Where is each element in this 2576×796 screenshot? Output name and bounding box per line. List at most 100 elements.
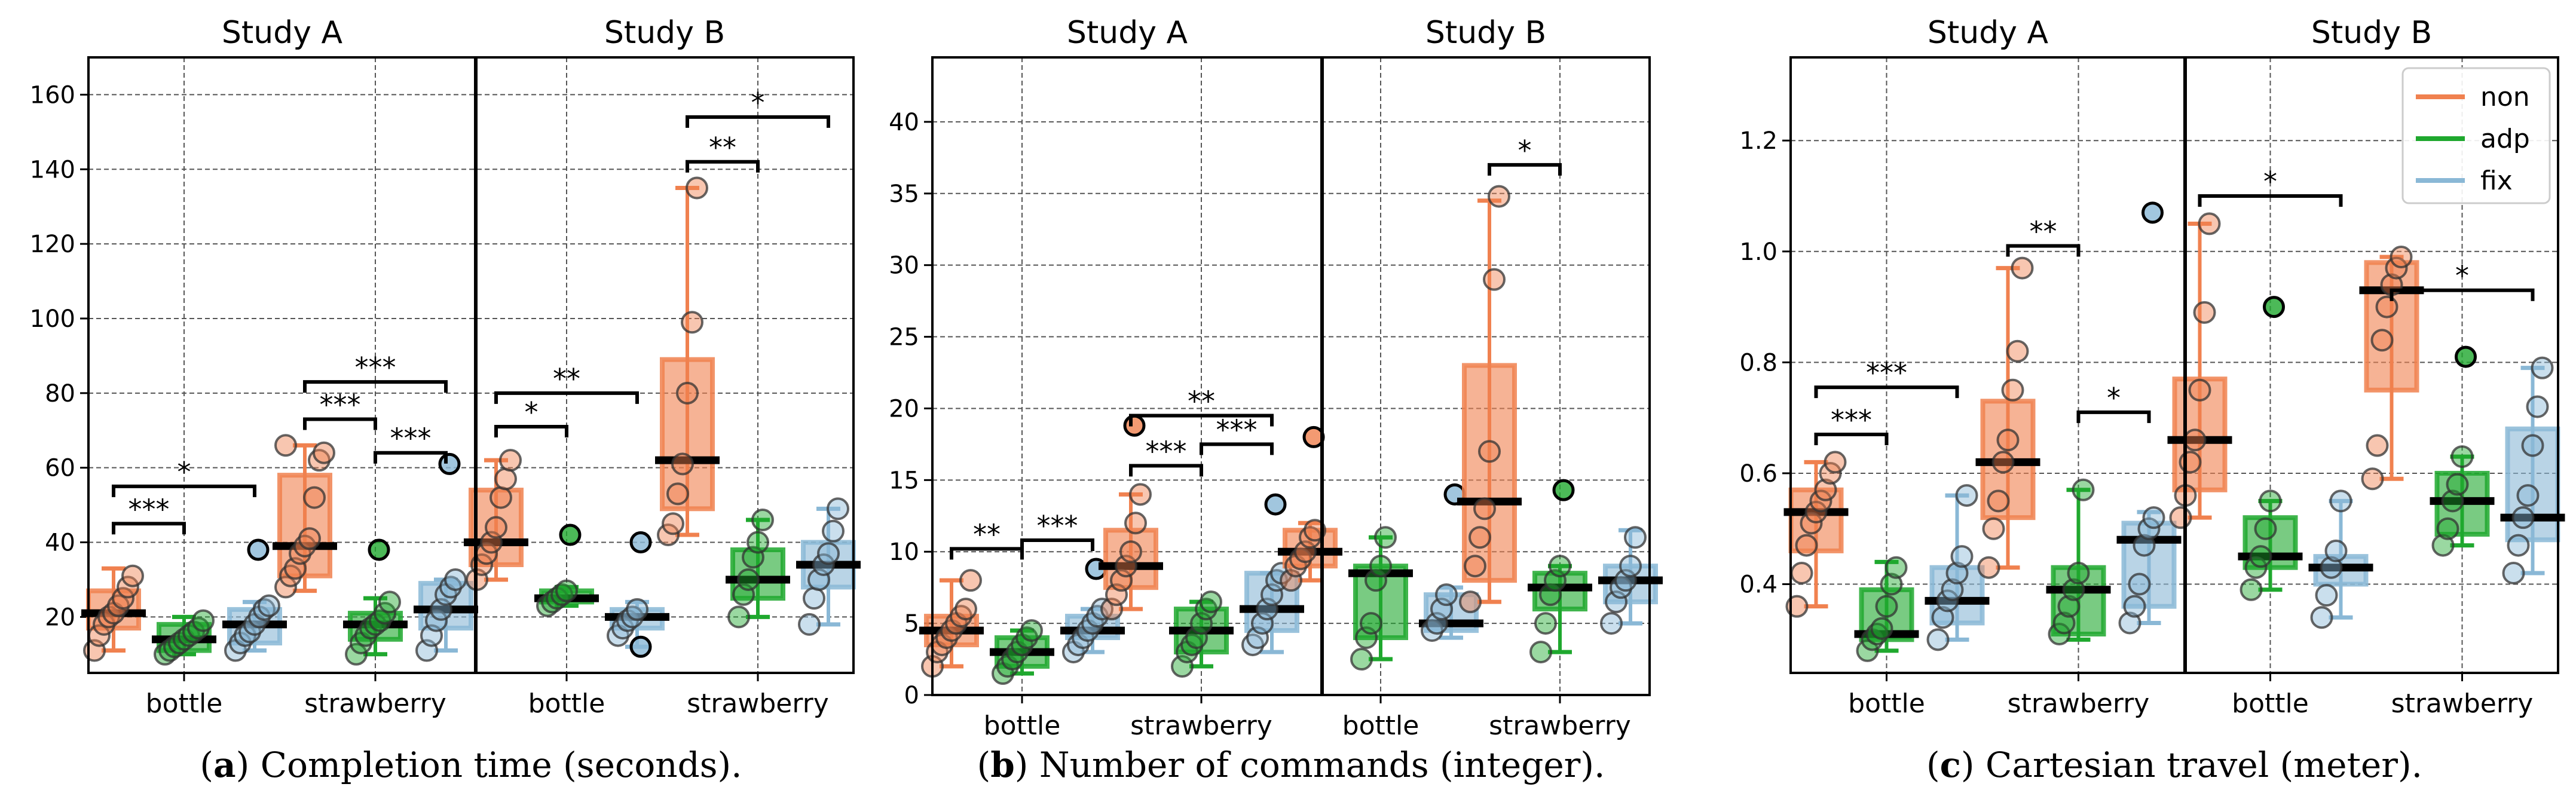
data-point [751, 509, 774, 532]
iqr-box [2364, 260, 2419, 393]
iqr-box [660, 357, 715, 512]
box-adp [2430, 345, 2495, 557]
significance-label: * [2263, 166, 2277, 198]
data-point [2521, 434, 2544, 457]
data-point [345, 642, 368, 666]
y-tick-label: 20 [45, 604, 75, 631]
study-title: Study A [1928, 15, 2049, 51]
significance-label: * [525, 396, 539, 428]
data-point [2507, 534, 2530, 557]
data-point [2366, 434, 2389, 457]
bracket-line [2006, 244, 2081, 257]
significance-bracket: *** [374, 423, 448, 464]
y-tick-label: 1.0 [1739, 238, 1777, 266]
data-point [1931, 606, 1954, 629]
y-tick-label: 25 [889, 324, 919, 351]
legend-label: adp [2480, 124, 2530, 154]
bracket-line [686, 115, 830, 128]
y-tick-label: 20 [889, 395, 919, 423]
significance-bracket: *** [303, 351, 448, 393]
x-tick-label: bottle [146, 688, 223, 719]
y-tick-label: 40 [45, 529, 75, 557]
data-point [2137, 517, 2161, 540]
legend: non adp fix [2401, 67, 2551, 204]
data-point [1804, 500, 1828, 523]
data-point [1814, 478, 1837, 501]
y-tick-label: 0.6 [1739, 460, 1777, 488]
significance-bracket: * [2076, 382, 2151, 423]
y-tick-label: 10 [889, 538, 919, 566]
box-fix [414, 452, 478, 662]
data-point [747, 531, 769, 554]
data-point [1534, 612, 1557, 635]
y-tick-label: 100 [30, 305, 75, 333]
y-tick-label: 0.8 [1739, 349, 1777, 376]
significance-label: *** [1037, 510, 1078, 542]
significance-label: *** [1216, 414, 1258, 446]
bracket-line [374, 451, 448, 464]
chart-panel-a: 20 40 60 80 100 120 140 160 bottle strawberry bott… [30, 15, 861, 785]
data-point [2249, 545, 2272, 568]
data-point [812, 553, 835, 576]
significance-bracket: ** [1129, 385, 1274, 427]
significance-label: * [751, 87, 765, 119]
data-point [1884, 556, 1908, 579]
data-point [555, 579, 578, 602]
data-point [2183, 428, 2207, 452]
data-point [1529, 641, 1552, 664]
bracket-line [1129, 464, 1203, 477]
box-adp [1169, 590, 1234, 678]
box-fix [796, 497, 861, 636]
data-point [626, 598, 648, 621]
outlier-point [2455, 345, 2477, 368]
data-point [274, 434, 297, 457]
data-point [192, 609, 215, 632]
outlier-point [1264, 493, 1287, 516]
box-adp [2046, 478, 2111, 646]
bracket-line [686, 160, 760, 173]
box-adp [1348, 526, 1413, 671]
data-point [1600, 612, 1623, 635]
data-point [671, 452, 694, 476]
x-tick-label: strawberry [687, 688, 829, 719]
box-fix [222, 538, 287, 662]
figure-caption: (b) Number of commands (integer). [977, 745, 1605, 785]
y-tick-label: 120 [30, 231, 75, 258]
data-point [1464, 555, 1486, 578]
data-point [2436, 517, 2459, 540]
data-point [2375, 295, 2398, 319]
data-point [112, 587, 134, 610]
data-point [1936, 589, 1959, 613]
data-point [1473, 497, 1496, 521]
y-tick-label: 1.2 [1739, 127, 1777, 155]
significance-label: *** [1831, 404, 1872, 436]
data-point [817, 542, 840, 565]
data-point [313, 441, 335, 464]
significance-label: ** [973, 518, 1001, 550]
box-fix [1240, 493, 1304, 657]
bracket-line [112, 522, 186, 535]
bracket-line [303, 417, 377, 430]
data-point [2169, 506, 2192, 529]
data-point [1624, 526, 1647, 549]
data-point [1435, 583, 1458, 607]
figure-caption: (a) Completion time (seconds). [200, 745, 742, 785]
data-point [2188, 378, 2211, 402]
data-point [2324, 539, 2348, 562]
data-point [1488, 185, 1510, 208]
data-point [2531, 356, 2554, 379]
significance-label: *** [320, 389, 361, 421]
figure-caption: (c) Cartesian travel (meter). [1926, 745, 2422, 785]
data-point [662, 512, 684, 535]
y-tick-label: 140 [30, 156, 75, 183]
data-point [298, 527, 321, 550]
outlier-point [368, 538, 390, 561]
significance-label: *** [355, 351, 396, 384]
bracket-line [1488, 163, 1562, 176]
x-tick-label: strawberry [2008, 688, 2150, 719]
data-point [2370, 329, 2394, 352]
box-fix [1419, 483, 1483, 642]
bracket-line [494, 425, 568, 437]
data-point [2310, 606, 2333, 629]
outlier-point [438, 452, 461, 475]
